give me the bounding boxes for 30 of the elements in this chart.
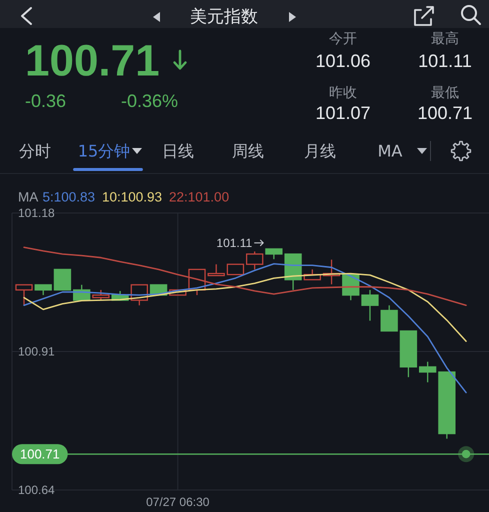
text: -0.36 bbox=[25, 91, 66, 111]
text: -0.36% bbox=[121, 91, 178, 111]
text: 15分钟 bbox=[78, 142, 130, 160]
text: MA bbox=[378, 142, 402, 160]
text: 昨收 bbox=[329, 85, 357, 101]
y-tick-label: 100.64 bbox=[18, 483, 56, 497]
candlestick bbox=[246, 250, 264, 270]
text: 最高 bbox=[431, 31, 459, 47]
text: 今开 bbox=[329, 31, 357, 47]
text: 100.71 bbox=[25, 36, 160, 86]
y-tick-label: 101.18 bbox=[18, 206, 56, 220]
line-series bbox=[23, 246, 467, 306]
text: 10:100.93 bbox=[102, 190, 162, 204]
legend-title: MA bbox=[18, 190, 38, 204]
chart-title: 美元指数 bbox=[190, 7, 258, 27]
text: 101.11 bbox=[418, 51, 472, 71]
text: 101.06 bbox=[315, 51, 371, 71]
text: 周线 bbox=[232, 142, 264, 160]
x-tick-label: 07/27 06:30 bbox=[146, 495, 210, 509]
text: 日线 bbox=[162, 142, 194, 160]
text: 分时 bbox=[19, 142, 51, 160]
text: 最低 bbox=[431, 85, 459, 101]
annotation: 101.11 bbox=[216, 236, 253, 250]
y-tick-label: 100.91 bbox=[18, 344, 56, 358]
text: 100.71 bbox=[417, 103, 473, 123]
text: 22:101.00 bbox=[169, 190, 230, 204]
ref-line-label: 100.71 bbox=[20, 446, 60, 462]
text: 5:100.83 bbox=[42, 190, 96, 204]
text: 月线 bbox=[304, 142, 336, 160]
text: 101.07 bbox=[315, 103, 371, 123]
